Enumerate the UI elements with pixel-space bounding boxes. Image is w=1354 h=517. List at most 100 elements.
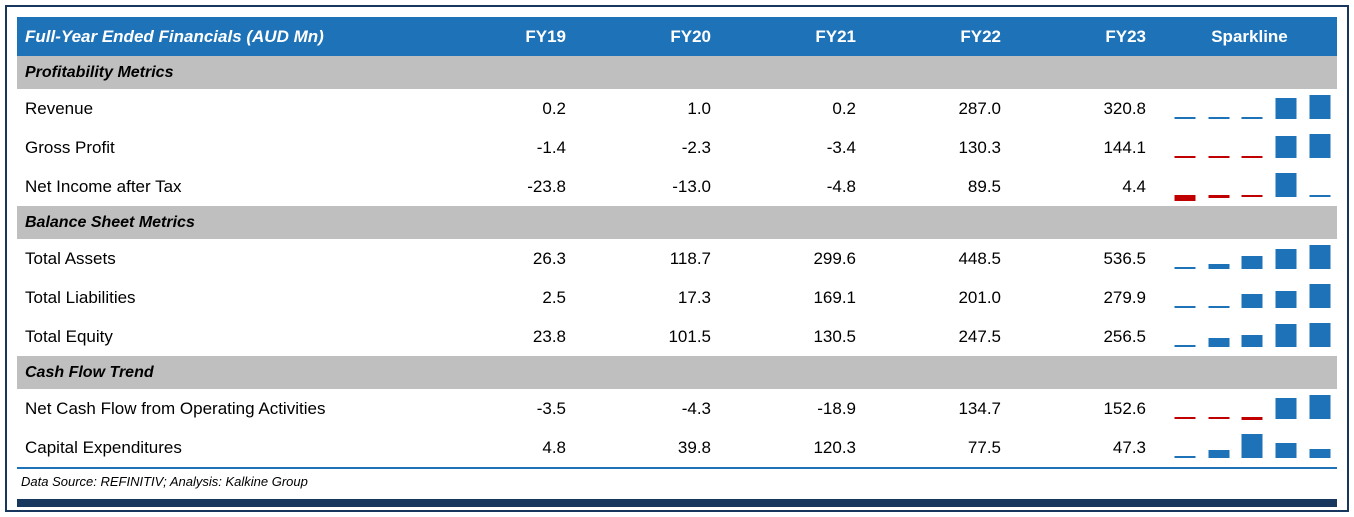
- value-cell: -3.4: [826, 137, 856, 157]
- spark-bar: [1174, 116, 1196, 119]
- sparkline-chart: [1162, 281, 1337, 315]
- table-body: Profitability Metrics Revenue 0.2 1.0 0.2 287…: [17, 56, 1337, 467]
- value-cell: 77.5: [967, 437, 1001, 457]
- column-header-fy21: FY21: [815, 26, 856, 46]
- spark-bar: [1241, 155, 1263, 158]
- value-cell: 26.3: [532, 248, 566, 268]
- sparkline-cell: [1162, 92, 1337, 126]
- spark-bar: [1309, 322, 1331, 347]
- sparkline-chart: [1162, 431, 1337, 465]
- spark-slot: [1236, 281, 1270, 315]
- spark-slot: [1303, 431, 1337, 465]
- value-cell: 169.1: [813, 287, 856, 307]
- row-label: Gross Profit: [25, 137, 115, 157]
- spark-bar: [1208, 305, 1230, 308]
- spark-slot: [1202, 92, 1236, 126]
- spark-bar: [1174, 455, 1196, 458]
- spark-slot: [1269, 320, 1303, 354]
- spark-slot: [1269, 281, 1303, 315]
- value-cell: -1.4: [536, 137, 566, 157]
- value-cell: 4.4: [1122, 176, 1146, 196]
- value-cell: 256.5: [1103, 326, 1146, 346]
- spark-slot: [1269, 170, 1303, 204]
- spark-slot: [1168, 431, 1202, 465]
- spark-bar: [1174, 344, 1196, 347]
- spark-slot: [1202, 131, 1236, 165]
- table-row: Capital Expenditures 4.8 39.8 120.3 77.5 47.3: [17, 428, 1337, 467]
- spark-slot: [1236, 392, 1270, 426]
- value-cell: 152.6: [1103, 398, 1146, 418]
- spark-bar: [1275, 323, 1297, 347]
- value-cell: 144.1: [1103, 137, 1146, 157]
- spark-slot: [1202, 281, 1236, 315]
- value-cell: -18.9: [817, 398, 856, 418]
- spark-bar: [1208, 337, 1230, 347]
- spark-slot: [1303, 320, 1337, 354]
- column-header-fy23: FY23: [1105, 26, 1146, 46]
- value-cell: 134.7: [958, 398, 1001, 418]
- value-cell: 39.8: [677, 437, 711, 457]
- spark-slot: [1202, 242, 1236, 276]
- value-cell: 130.3: [958, 137, 1001, 157]
- column-header-fy20: FY20: [670, 26, 711, 46]
- sparkline-cell: [1162, 431, 1337, 465]
- sparkline-chart: [1162, 320, 1337, 354]
- sparkline-chart: [1162, 242, 1337, 276]
- spark-bar: [1241, 433, 1263, 458]
- spark-bar: [1174, 194, 1196, 201]
- spark-bar: [1309, 448, 1331, 458]
- spark-slot: [1168, 242, 1202, 276]
- value-cell: 17.3: [677, 287, 711, 307]
- spark-bar: [1208, 449, 1230, 458]
- value-cell: 279.9: [1103, 287, 1146, 307]
- spark-bar: [1275, 248, 1297, 269]
- sparkline-cell: [1162, 281, 1337, 315]
- value-cell: -4.8: [826, 176, 856, 196]
- table-row: Net Income after Tax -23.8 -13.0 -4.8 89.5 4.…: [17, 167, 1337, 206]
- spark-bar: [1309, 94, 1331, 119]
- sparkline-chart: [1162, 170, 1337, 204]
- spark-slot: [1168, 92, 1202, 126]
- value-cell: 2.5: [542, 287, 566, 307]
- value-cell: -23.8: [527, 176, 566, 196]
- table-row: Total Equity 23.8 101.5 130.5 247.5 256.5: [17, 317, 1337, 356]
- sparkline-cell: [1162, 320, 1337, 354]
- value-cell: -3.5: [536, 398, 566, 418]
- column-header-fy22: FY22: [960, 26, 1001, 46]
- spark-slot: [1202, 170, 1236, 204]
- spark-bar: [1208, 416, 1230, 419]
- spark-bar: [1241, 116, 1263, 119]
- spark-slot: [1202, 320, 1236, 354]
- sparkline-cell: [1162, 392, 1337, 426]
- financials-table-panel: Full-Year Ended Financials (AUD Mn) FY19…: [5, 5, 1349, 512]
- value-cell: 320.8: [1103, 98, 1146, 118]
- section-header: Profitability Metrics: [17, 56, 1337, 89]
- spark-bar: [1174, 155, 1196, 158]
- spark-bar: [1309, 194, 1331, 197]
- spark-bar: [1275, 172, 1297, 197]
- value-cell: 120.3: [813, 437, 856, 457]
- value-cell: 130.5: [813, 326, 856, 346]
- row-label: Total Equity: [25, 326, 113, 346]
- spark-slot: [1236, 242, 1270, 276]
- spark-slot: [1303, 170, 1337, 204]
- spark-slot: [1303, 392, 1337, 426]
- spark-bar: [1309, 283, 1331, 308]
- value-cell: -4.3: [681, 398, 711, 418]
- spark-slot: [1236, 170, 1270, 204]
- spark-bar: [1309, 133, 1331, 158]
- row-label: Total Assets: [25, 248, 116, 268]
- value-cell: 247.5: [958, 326, 1001, 346]
- spark-slot: [1236, 431, 1270, 465]
- spark-slot: [1269, 392, 1303, 426]
- value-cell: 89.5: [967, 176, 1001, 196]
- spark-slot: [1168, 281, 1202, 315]
- column-header-fy19: FY19: [525, 26, 566, 46]
- spark-bar: [1208, 116, 1230, 119]
- spark-slot: [1269, 92, 1303, 126]
- value-cell: 536.5: [1103, 248, 1146, 268]
- value-cell: 448.5: [958, 248, 1001, 268]
- spark-bar: [1208, 194, 1230, 198]
- spark-bar: [1275, 397, 1297, 419]
